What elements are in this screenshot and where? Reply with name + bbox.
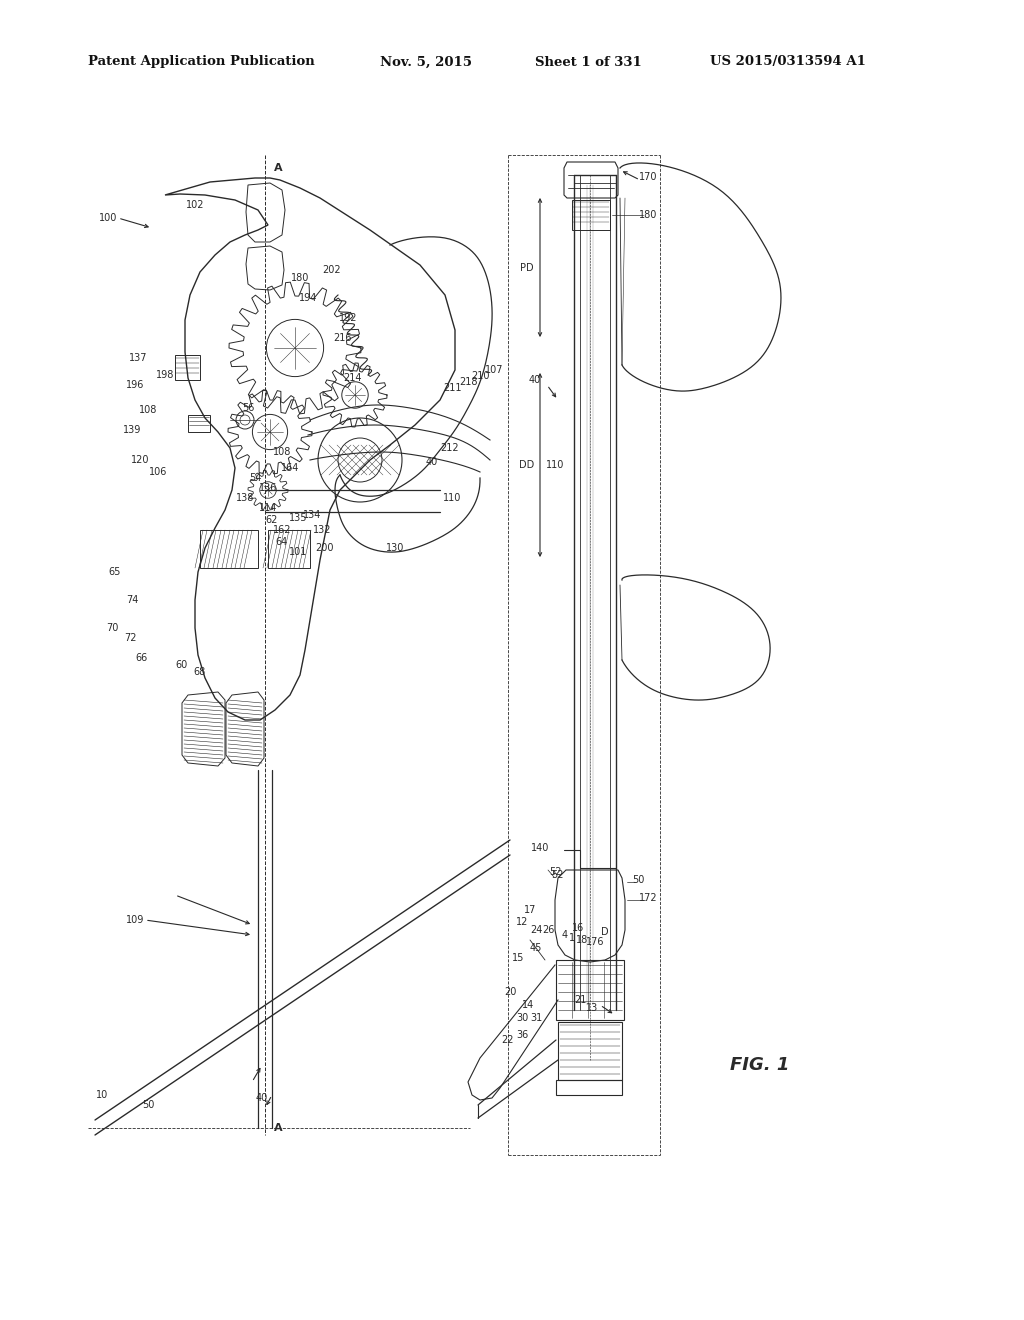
Text: 31: 31 xyxy=(529,1012,542,1023)
Text: 70: 70 xyxy=(105,623,118,634)
Text: 74: 74 xyxy=(126,595,138,605)
Text: 20: 20 xyxy=(504,987,516,997)
Text: 132: 132 xyxy=(312,525,331,535)
Text: 22: 22 xyxy=(502,1035,514,1045)
Text: 100: 100 xyxy=(98,213,117,223)
Text: 15: 15 xyxy=(512,953,524,964)
Text: 17: 17 xyxy=(524,906,537,915)
Text: 110: 110 xyxy=(546,459,564,470)
Text: 62: 62 xyxy=(266,515,279,525)
Text: 162: 162 xyxy=(272,525,291,535)
Text: US 2015/0313594 A1: US 2015/0313594 A1 xyxy=(710,55,866,69)
Text: 108: 108 xyxy=(139,405,158,414)
Text: Patent Application Publication: Patent Application Publication xyxy=(88,55,314,69)
Text: 172: 172 xyxy=(639,894,657,903)
Text: FIG. 1: FIG. 1 xyxy=(730,1056,790,1074)
Text: 108: 108 xyxy=(272,447,291,457)
Text: D: D xyxy=(601,927,609,937)
Text: 24: 24 xyxy=(529,925,542,935)
Text: 50: 50 xyxy=(141,1100,155,1110)
Text: 56: 56 xyxy=(242,403,254,413)
Text: 10: 10 xyxy=(96,1090,109,1100)
Text: 13: 13 xyxy=(586,1003,598,1012)
Text: 137: 137 xyxy=(129,352,147,363)
Text: Nov. 5, 2015: Nov. 5, 2015 xyxy=(380,55,472,69)
Text: 52: 52 xyxy=(549,867,561,876)
Text: 107: 107 xyxy=(484,366,503,375)
Text: 194: 194 xyxy=(299,293,317,304)
Text: 192: 192 xyxy=(339,313,357,323)
Text: 4: 4 xyxy=(562,931,568,940)
Text: 164: 164 xyxy=(281,463,299,473)
Text: 102: 102 xyxy=(185,201,204,210)
Text: Sheet 1 of 331: Sheet 1 of 331 xyxy=(535,55,642,69)
Text: 114: 114 xyxy=(259,503,278,513)
Text: 16: 16 xyxy=(571,923,584,933)
Text: 170: 170 xyxy=(639,172,657,182)
Text: 135: 135 xyxy=(289,513,307,523)
Text: 106: 106 xyxy=(148,467,167,477)
Text: 212: 212 xyxy=(440,444,460,453)
Text: 45: 45 xyxy=(529,942,542,953)
Text: 52: 52 xyxy=(551,870,563,880)
Text: 216: 216 xyxy=(333,333,351,343)
Text: 109: 109 xyxy=(126,915,144,925)
Text: A: A xyxy=(273,1123,283,1133)
Text: 72: 72 xyxy=(124,634,136,643)
Text: 110: 110 xyxy=(442,492,461,503)
Text: 218: 218 xyxy=(459,378,477,387)
Text: 12: 12 xyxy=(516,917,528,927)
Text: 30: 30 xyxy=(516,1012,528,1023)
Text: 196: 196 xyxy=(126,380,144,389)
Text: 50: 50 xyxy=(632,875,644,884)
Text: 176: 176 xyxy=(586,937,604,946)
Text: 1: 1 xyxy=(569,933,575,942)
Text: 140: 140 xyxy=(530,843,549,853)
Text: 40: 40 xyxy=(256,1093,268,1104)
Text: DD: DD xyxy=(519,459,535,470)
Text: 120: 120 xyxy=(131,455,150,465)
Text: 198: 198 xyxy=(156,370,174,380)
Text: 60: 60 xyxy=(176,660,188,671)
Text: 101: 101 xyxy=(289,546,307,557)
Text: 214: 214 xyxy=(343,374,361,383)
Text: 65: 65 xyxy=(109,568,121,577)
Text: 14: 14 xyxy=(522,1001,535,1010)
Text: 40: 40 xyxy=(426,457,438,467)
Text: 180: 180 xyxy=(291,273,309,282)
Text: 36: 36 xyxy=(516,1030,528,1040)
Text: 180: 180 xyxy=(639,210,657,220)
Text: 21: 21 xyxy=(573,995,586,1005)
Text: 66: 66 xyxy=(136,653,148,663)
Text: PD: PD xyxy=(520,263,534,273)
Text: A: A xyxy=(273,162,283,173)
Text: 210: 210 xyxy=(471,371,489,381)
Text: 138: 138 xyxy=(236,492,254,503)
Text: 134: 134 xyxy=(303,510,322,520)
Text: 26: 26 xyxy=(542,925,554,935)
Text: 202: 202 xyxy=(323,265,341,275)
Text: 136: 136 xyxy=(259,483,278,492)
Text: 200: 200 xyxy=(315,543,334,553)
Text: 18: 18 xyxy=(575,935,588,945)
Text: 54: 54 xyxy=(249,473,261,483)
Text: 68: 68 xyxy=(194,667,206,677)
Text: 64: 64 xyxy=(275,537,288,546)
Text: 130: 130 xyxy=(386,543,404,553)
Text: 211: 211 xyxy=(442,383,461,393)
Text: 139: 139 xyxy=(123,425,141,436)
Text: 40: 40 xyxy=(528,375,541,385)
